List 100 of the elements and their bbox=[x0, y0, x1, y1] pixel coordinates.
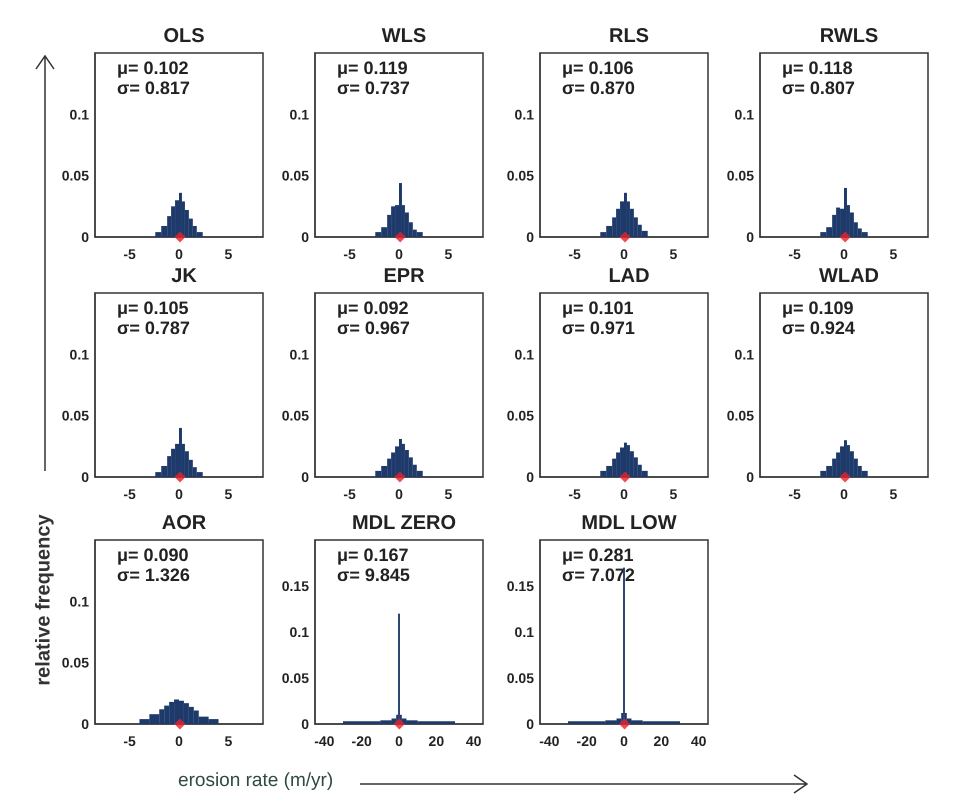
x-tick-label: 5 bbox=[670, 246, 678, 262]
annotation: σ= 0.971 bbox=[562, 318, 635, 338]
x-tick-label: 0 bbox=[620, 486, 628, 502]
x-tick-label: -5 bbox=[123, 246, 136, 262]
chart-title: JK bbox=[171, 265, 198, 287]
chart-title: WLS bbox=[382, 25, 426, 47]
annotation: μ= 0.119 bbox=[337, 58, 408, 78]
x-tick-label: -5 bbox=[788, 246, 802, 262]
x-tick-label: -20 bbox=[576, 733, 597, 749]
x-tick-label: 5 bbox=[224, 733, 233, 749]
x-tick-label: 0 bbox=[175, 246, 184, 262]
y-tick-label: 0.05 bbox=[62, 408, 90, 424]
x-tick-label: 0 bbox=[840, 246, 848, 262]
annotation: σ= 9.845 bbox=[337, 565, 410, 585]
y-tick-label: 0 bbox=[301, 716, 310, 732]
y-tick-label: 0 bbox=[746, 229, 754, 245]
chart-title: OLS bbox=[163, 25, 205, 47]
y-tick-label: 0 bbox=[81, 469, 90, 485]
x-axis-title: erosion rate (m/yr) bbox=[178, 770, 334, 792]
x-tick-label: -40 bbox=[539, 733, 560, 749]
y-tick-label: 0.05 bbox=[726, 168, 754, 184]
annotation: μ= 0.105 bbox=[117, 298, 189, 318]
x-tick-label: 0 bbox=[840, 486, 848, 502]
y-tick-label: 0.05 bbox=[282, 408, 310, 424]
x-tick-label: 40 bbox=[466, 733, 482, 749]
annotation: μ= 0.090 bbox=[117, 545, 189, 565]
x-tick-label: -5 bbox=[568, 246, 582, 262]
y-tick-label: 0.1 bbox=[514, 106, 534, 122]
x-tick-label: 0 bbox=[175, 733, 184, 749]
chart-title: RLS bbox=[609, 25, 649, 47]
annotation: μ= 0.167 bbox=[337, 545, 409, 565]
x-tick-label: -5 bbox=[123, 733, 136, 749]
y-tick-label: 0.1 bbox=[514, 346, 534, 362]
x-tick-label: -5 bbox=[123, 486, 136, 502]
y-tick-label: 0 bbox=[526, 469, 534, 485]
chart-title: EPR bbox=[383, 265, 426, 287]
x-tick-label: -5 bbox=[788, 486, 802, 502]
annotation: σ= 0.807 bbox=[782, 78, 855, 98]
x-tick-label: 0 bbox=[175, 486, 184, 502]
annotation: μ= 0.109 bbox=[782, 298, 854, 318]
y-tick-label: 0.05 bbox=[506, 408, 534, 424]
x-tick-label: 5 bbox=[224, 246, 233, 262]
annotation: σ= 1.326 bbox=[117, 565, 190, 585]
y-tick-label: 0.05 bbox=[282, 670, 310, 686]
annotation: μ= 0.281 bbox=[562, 545, 634, 565]
x-tick-label: 5 bbox=[444, 486, 453, 502]
y-axis-title: relative frequency bbox=[32, 514, 56, 686]
y-tick-label: 0.1 bbox=[290, 106, 310, 122]
chart-title: LAD bbox=[608, 265, 650, 287]
y-tick-label: 0.15 bbox=[282, 578, 310, 594]
annotation: μ= 0.092 bbox=[337, 298, 409, 318]
y-tick-label: 0.1 bbox=[734, 106, 754, 122]
annotation: σ= 0.787 bbox=[117, 318, 190, 338]
chart-title: WLAD bbox=[819, 265, 879, 287]
annotation: σ= 0.817 bbox=[117, 78, 190, 98]
annotation: σ= 0.967 bbox=[337, 318, 410, 338]
x-tick-label: 0 bbox=[395, 733, 404, 749]
chart-title: MDL ZERO bbox=[352, 512, 456, 534]
y-tick-label: 0.1 bbox=[514, 624, 534, 640]
x-tick-label: 0 bbox=[620, 733, 628, 749]
y-tick-label: 0 bbox=[526, 716, 534, 732]
x-tick-label: 0 bbox=[395, 486, 404, 502]
y-tick-label: 0.05 bbox=[62, 168, 90, 184]
x-tick-label: 20 bbox=[428, 733, 444, 749]
y-tick-label: 0.15 bbox=[506, 578, 534, 594]
y-tick-label: 0.05 bbox=[506, 168, 534, 184]
chart-title: MDL LOW bbox=[581, 512, 677, 534]
x-tick-label: 5 bbox=[444, 246, 453, 262]
y-tick-label: 0.1 bbox=[734, 346, 754, 362]
chart-title: RWLS bbox=[820, 25, 878, 47]
y-tick-label: 0.1 bbox=[70, 593, 90, 610]
y-tick-label: 0.05 bbox=[726, 408, 754, 424]
annotation: σ= 0.924 bbox=[782, 318, 855, 338]
x-tick-label: 0 bbox=[620, 246, 628, 262]
y-tick-label: 0.1 bbox=[290, 346, 310, 362]
y-tick-label: 0 bbox=[81, 229, 90, 245]
x-tick-label: -20 bbox=[352, 733, 372, 749]
annotation: μ= 0.102 bbox=[117, 58, 189, 78]
y-tick-label: 0.1 bbox=[70, 346, 90, 362]
annotation: μ= 0.118 bbox=[782, 58, 853, 78]
y-tick-label: 0.05 bbox=[506, 670, 534, 686]
y-tick-label: 0 bbox=[526, 229, 534, 245]
x-tick-label: -5 bbox=[343, 486, 356, 502]
x-tick-label: 20 bbox=[654, 733, 670, 749]
y-tick-label: 0 bbox=[301, 229, 310, 245]
annotation: μ= 0.106 bbox=[562, 58, 634, 78]
annotation: σ= 0.737 bbox=[337, 78, 410, 98]
annotation: σ= 0.870 bbox=[562, 78, 635, 98]
x-tick-label: 0 bbox=[395, 246, 404, 262]
x-tick-label: 5 bbox=[890, 486, 898, 502]
x-tick-label: -5 bbox=[568, 486, 582, 502]
y-tick-label: 0.1 bbox=[70, 106, 90, 122]
y-tick-label: 0 bbox=[81, 716, 90, 732]
y-tick-label: 0 bbox=[301, 469, 310, 485]
x-tick-label: 5 bbox=[670, 486, 678, 502]
chart-title: AOR bbox=[162, 512, 207, 534]
x-tick-label: 40 bbox=[690, 733, 707, 749]
y-tick-label: 0 bbox=[746, 469, 754, 485]
annotation: μ= 0.101 bbox=[562, 298, 634, 318]
x-tick-label: -5 bbox=[343, 246, 356, 262]
